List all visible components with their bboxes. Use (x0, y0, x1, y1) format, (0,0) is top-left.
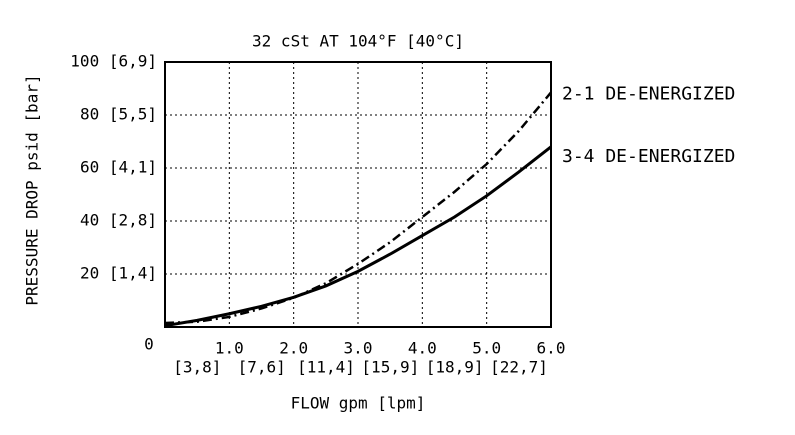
x-tick-sublabel: [15,9] (361, 358, 419, 377)
x-tick-sublabel: [3,8] (173, 358, 221, 377)
legend-label: 3-4 DE-ENERGIZED (562, 146, 735, 167)
x-tick-sublabel: [7,6] (238, 358, 286, 377)
x-tick-label: 1.0 (215, 339, 244, 358)
x-tick-label: 2.0 (279, 339, 308, 358)
x-tick-sublabel: [18,9] (426, 358, 484, 377)
x-tick-sublabel: [22,7] (490, 358, 548, 377)
data-line (164, 91, 552, 325)
x-tick-label: 6.0 (537, 339, 566, 358)
chart-title: 32 cSt AT 104°F [40°C] (252, 32, 464, 51)
y-tick-label: 40 [2,8] (80, 211, 157, 230)
x-tick-label: 0 (144, 335, 154, 354)
legend-label: 2-1 DE-ENERGIZED (562, 83, 735, 104)
x-tick-label: 4.0 (408, 339, 437, 358)
x-tick-label: 5.0 (472, 339, 501, 358)
x-tick-label: 3.0 (344, 339, 373, 358)
data-line (164, 145, 552, 328)
plot-frame (164, 61, 552, 328)
y-tick-label: 80 [5,5] (80, 105, 157, 124)
x-tick-sublabel: [11,4] (297, 358, 355, 377)
y-axis-label: PRESSURE DROP psid [bar] (23, 74, 42, 305)
y-tick-label: 60 [4,1] (80, 158, 157, 177)
y-tick-label: 20 [1,4] (80, 264, 157, 283)
x-axis-label: FLOW gpm [lpm] (291, 394, 426, 413)
y-tick-label: 100 [6,9] (70, 52, 157, 71)
